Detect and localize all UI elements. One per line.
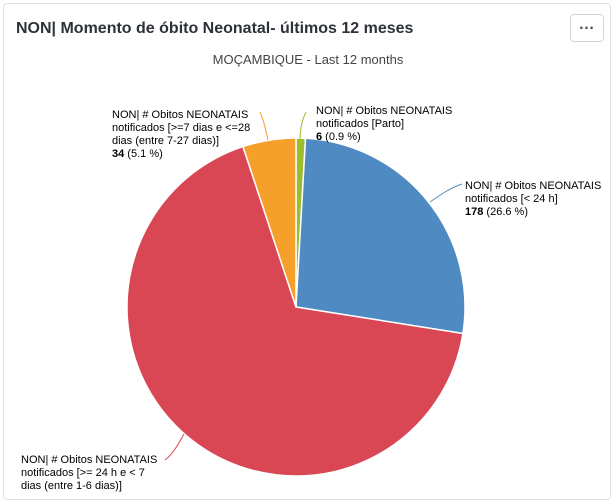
slice-label-0-line-0: NON| # Obitos NEONATAIS [316,105,452,117]
chart-title: MOÇAMBIQUE - Last 12 months [213,52,404,67]
slice-label-1-line-1: notificados [< 24 h] [465,193,558,205]
slice-label-3-line-0: NON| # Obitos NEONATAIS [112,109,248,121]
slice-label-2-line-1: notificados [>= 24 h e < 7 [21,467,145,479]
label-connector-0 [299,111,307,141]
more-horizontal-icon: … [578,16,596,33]
slice-label-3-line-2: dias (entre 7-27 dias)] [112,135,219,147]
slice-label-3-line-1: notificados [>=7 dias e <=28 [112,122,250,134]
pie-slice-2[interactable] [126,145,464,477]
slice-value-0: 6 (0.9 %) [316,131,361,143]
label-connector-2 [164,433,185,461]
slice-label-2-line-0: NON| # Obitos NEONATAIS [21,454,157,466]
card-title: NON| Momento de óbito Neonatal- últimos … [16,20,414,37]
pie-slice-1[interactable] [295,137,466,335]
slice-label-0-line-1: notificados [Parto] [316,118,404,130]
slice-label-1-line-0: NON| # Obitos NEONATAIS [465,180,601,192]
label-connector-1 [429,183,463,203]
slice-value-3: 34 (5.1 %) [112,148,163,160]
more-options-button[interactable]: … [570,14,604,42]
label-connector-3 [259,111,269,141]
pie-slice-3[interactable] [241,137,297,308]
slice-value-1: 178 (26.6 %) [465,206,528,218]
slice-label-2-line-2: dias (entre 1-6 dias)] [21,480,122,492]
